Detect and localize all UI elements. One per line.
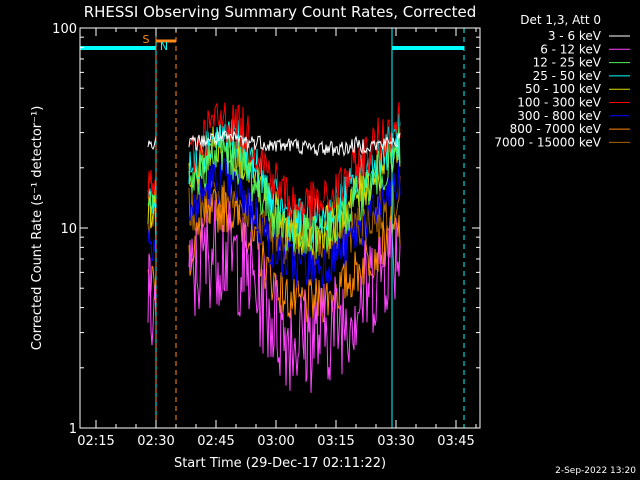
y-tick-label: 10 [60,222,77,237]
series-line [147,102,401,229]
saa-label: S [143,33,150,46]
legend-entry-label: 300 - 800 keV [517,109,601,123]
footer-timestamp: 2-Sep-2022 13:20 [555,466,636,476]
x-tick-label: 03:30 [377,434,414,449]
x-axis: 02:15 02:30 02:45 03:00 03:15 03:30 03:45 [77,28,477,449]
legend-entry-label: 12 - 25 keV [533,56,602,70]
legend-entry-label: 50 - 100 keV [525,82,602,96]
x-axis-label: Start Time (29-Dec-17 02:11:22) [174,456,386,471]
series-line [147,129,401,157]
y-tick-label: 100 [52,22,77,37]
x-tick-label: 02:45 [197,434,234,449]
legend-entry-label: 100 - 300 keV [517,96,601,110]
x-tick-label: 03:15 [317,434,354,449]
y-axis: 1 10 100 [52,22,480,437]
x-tick-label: 03:45 [437,434,474,449]
series-layer [147,102,401,393]
series-line [147,200,401,393]
legend-entry-label: 800 - 7000 keV [510,122,602,136]
series-line [147,158,401,289]
chart-title: RHESSI Observing Summary Count Rates, Co… [84,3,477,21]
legend-entry-label: 25 - 50 keV [533,69,602,83]
night-label: N [160,40,168,53]
legend-entry-label: 7000 - 15000 keV [494,135,601,149]
legend-entry-label: 3 - 6 keV [548,29,602,43]
x-tick-label: 02:15 [77,434,114,449]
y-axis-label: Corrected Count Rate (s⁻¹ detector⁻¹) [30,106,45,351]
x-tick-label: 02:30 [137,434,174,449]
legend-entry-label: 6 - 12 keV [540,42,602,56]
legend-title: Det 1,3, Att 0 [520,13,601,27]
x-tick-label: 03:00 [257,434,294,449]
y-tick-label: 1 [69,422,77,437]
